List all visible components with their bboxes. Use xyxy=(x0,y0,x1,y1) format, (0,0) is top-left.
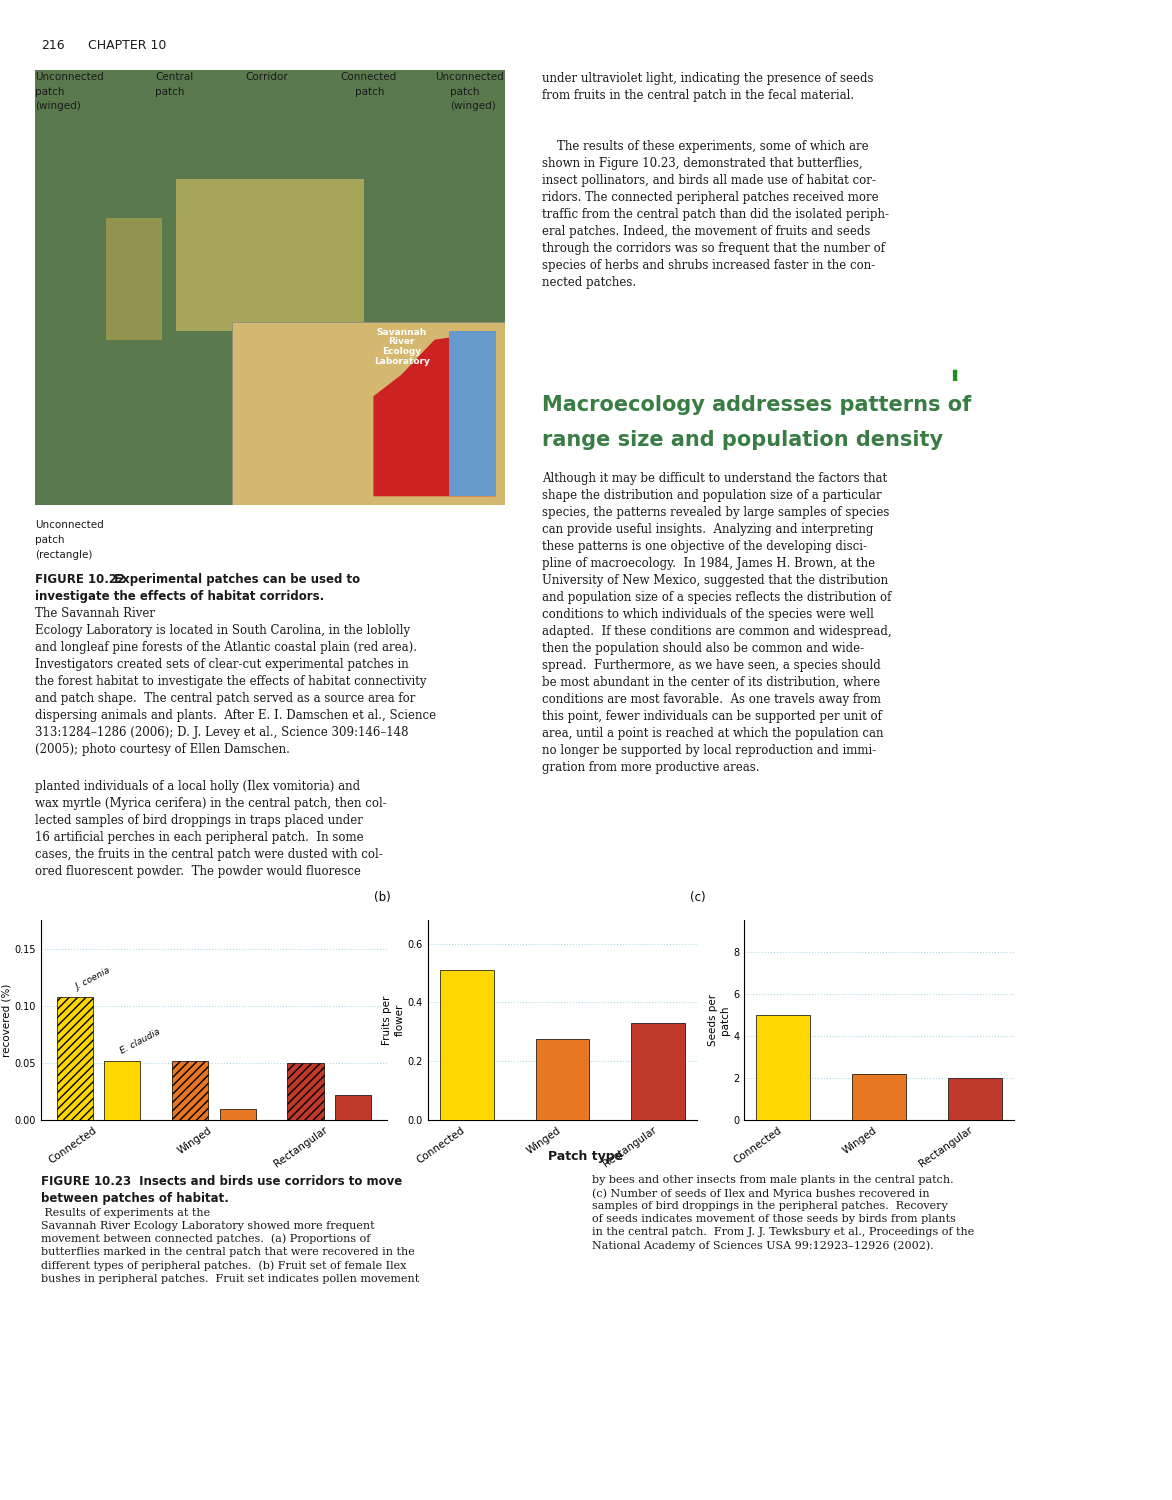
Text: J. coenia: J. coenia xyxy=(74,966,111,992)
Text: E. claudia: E. claudia xyxy=(118,1028,162,1056)
Text: FIGURE 10.23: FIGURE 10.23 xyxy=(41,1174,131,1188)
Text: investigate the effects of habitat corridors.: investigate the effects of habitat corri… xyxy=(35,590,325,603)
Text: The Savannah River
Ecology Laboratory is located in South Carolina, in the loblo: The Savannah River Ecology Laboratory is… xyxy=(35,608,436,756)
Text: Unconnected: Unconnected xyxy=(35,520,104,530)
Bar xyxy=(287,1064,323,1120)
Text: patch: patch xyxy=(155,87,184,98)
Text: Unconnected: Unconnected xyxy=(35,72,104,82)
Text: patch: patch xyxy=(355,87,384,98)
Bar xyxy=(632,1023,686,1120)
Bar xyxy=(105,217,162,339)
Bar xyxy=(172,1060,209,1120)
Text: patch: patch xyxy=(35,87,64,98)
Bar xyxy=(232,322,505,506)
Bar xyxy=(449,332,496,496)
Bar xyxy=(948,1078,1002,1120)
Bar xyxy=(219,1108,255,1120)
Text: (winged): (winged) xyxy=(450,100,496,111)
Bar xyxy=(756,1014,810,1120)
Bar xyxy=(440,970,493,1120)
Bar xyxy=(335,1095,372,1120)
Bar xyxy=(104,1060,141,1120)
Text: The results of these experiments, some of which are
shown in Figure 10.23, demon: The results of these experiments, some o… xyxy=(541,140,890,290)
Text: (rectangle): (rectangle) xyxy=(35,550,93,560)
Text: Although it may be difficult to understand the factors that
shape the distributi: Although it may be difficult to understa… xyxy=(541,472,892,774)
Text: 216: 216 xyxy=(41,39,64,53)
Text: Connected: Connected xyxy=(340,72,396,82)
Text: patch: patch xyxy=(450,87,479,98)
Text: Central: Central xyxy=(155,72,193,82)
Text: Savannah
River
Ecology
Laboratory: Savannah River Ecology Laboratory xyxy=(374,327,429,366)
Text: Insects and birds use corridors to move: Insects and birds use corridors to move xyxy=(135,1174,402,1188)
Text: Patch type: Patch type xyxy=(548,1150,624,1162)
Text: CHAPTER 10: CHAPTER 10 xyxy=(88,39,166,53)
Y-axis label: Fruits per
flower: Fruits per flower xyxy=(382,996,404,1044)
Bar xyxy=(176,178,364,332)
Y-axis label: Butterflies
recovered (%): Butterflies recovered (%) xyxy=(0,984,12,1056)
Bar xyxy=(56,996,93,1120)
Text: Results of experiments at the
Savannah River Ecology Laboratory showed more freq: Results of experiments at the Savannah R… xyxy=(41,1208,420,1284)
Text: Macroecology addresses patterns of: Macroecology addresses patterns of xyxy=(541,394,972,416)
Text: planted individuals of a local holly (Ilex vomitoria) and
wax myrtle (Myrica cer: planted individuals of a local holly (Il… xyxy=(35,780,387,877)
Text: Corridor: Corridor xyxy=(245,72,288,82)
Text: FIGURE 10.22: FIGURE 10.22 xyxy=(35,573,125,586)
Text: Unconnected: Unconnected xyxy=(435,72,504,82)
Text: (b): (b) xyxy=(374,891,390,904)
Text: between patches of habitat.: between patches of habitat. xyxy=(41,1192,229,1204)
Text: patch: patch xyxy=(35,536,64,544)
Y-axis label: Seeds per
patch: Seeds per patch xyxy=(708,994,730,1045)
Text: (c): (c) xyxy=(690,891,706,904)
Text: by bees and other insects from male plants in the central patch.
(c) Number of s: by bees and other insects from male plan… xyxy=(592,1174,974,1251)
Text: range size and population density: range size and population density xyxy=(541,430,943,450)
Bar xyxy=(852,1074,906,1120)
Text: (winged): (winged) xyxy=(35,100,81,111)
Text: ▌: ▌ xyxy=(952,370,961,381)
Bar xyxy=(536,1040,590,1120)
Polygon shape xyxy=(374,332,496,496)
Text: under ultraviolet light, indicating the presence of seeds
from fruits in the cen: under ultraviolet light, indicating the … xyxy=(541,72,873,102)
Text: Experimental patches can be used to: Experimental patches can be used to xyxy=(110,573,360,586)
